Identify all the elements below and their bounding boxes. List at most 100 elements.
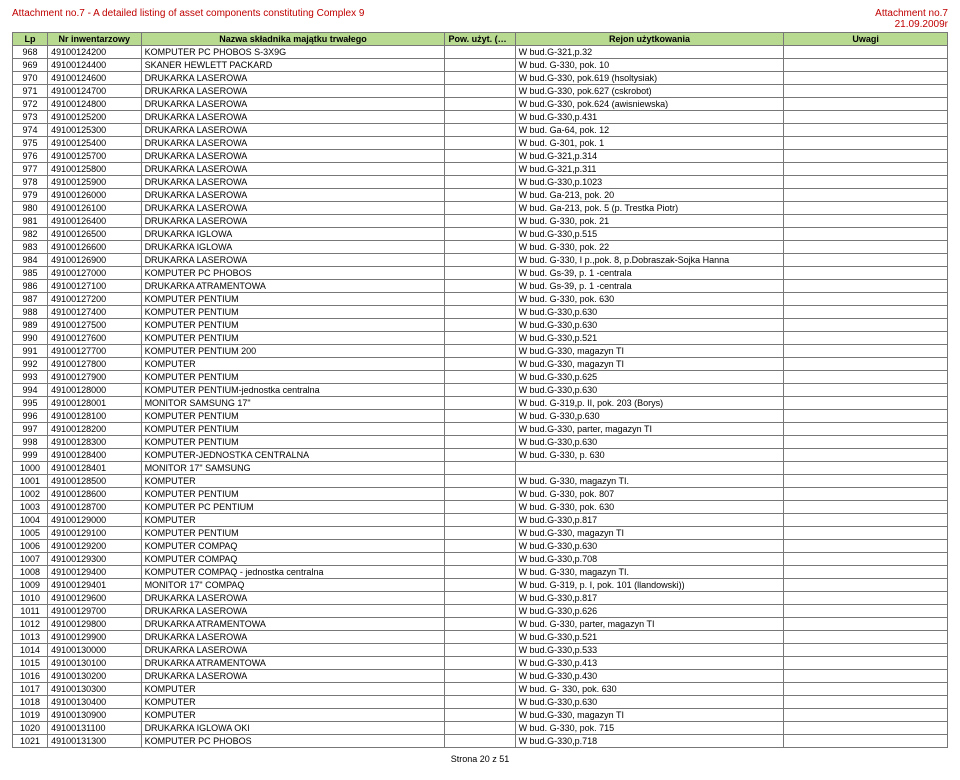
cell-name: MONITOR SAMSUNG 17" [141,397,445,410]
cell-uwagi [784,475,948,488]
table-row: 98649100127100DRUKARKA ATRAMENTOWAW bud.… [13,280,948,293]
cell-uwagi [784,319,948,332]
cell-pow [445,631,515,644]
cell-pow [445,241,515,254]
cell-name: KOMPUTER COMPAQ [141,540,445,553]
cell-rejon: W bud. G-330, I p.,pok. 8, p.Dobraszak-S… [515,254,784,267]
cell-inv: 49100127200 [48,293,142,306]
cell-inv: 49100127800 [48,358,142,371]
cell-name: KOMPUTER PENTIUM [141,332,445,345]
cell-pow [445,332,515,345]
cell-pow [445,98,515,111]
cell-uwagi [784,280,948,293]
cell-lp: 975 [13,137,48,150]
cell-rejon: W bud.G-330,p.626 [515,605,784,618]
cell-name: KOMPUTER PC PHOBOS [141,267,445,280]
cell-lp: 985 [13,267,48,280]
cell-name: KOMPUTER PENTIUM [141,319,445,332]
cell-name: DRUKARKA LASEROWA [141,189,445,202]
cell-name: DRUKARKA LASEROWA [141,72,445,85]
table-row: 97449100125300DRUKARKA LASEROWAW bud. Ga… [13,124,948,137]
cell-lp: 992 [13,358,48,371]
table-row: 100749100129300KOMPUTER COMPAQW bud.G-33… [13,553,948,566]
cell-uwagi [784,202,948,215]
cell-pow [445,618,515,631]
table-row: 98749100127200KOMPUTER PENTIUMW bud. G-3… [13,293,948,306]
cell-lp: 971 [13,85,48,98]
cell-inv: 49100130900 [48,709,142,722]
cell-rejon: W bud.G-330,p.817 [515,514,784,527]
cell-lp: 997 [13,423,48,436]
table-row: 99449100128000KOMPUTER PENTIUM-jednostka… [13,384,948,397]
cell-name: KOMPUTER PENTIUM [141,293,445,306]
cell-pow [445,371,515,384]
cell-uwagi [784,722,948,735]
cell-rejon: W bud. G-330, pok. 807 [515,488,784,501]
cell-rejon: W bud. G-330, pok. 10 [515,59,784,72]
cell-rejon: W bud.G-330, pok.619 (hsoltysiak) [515,72,784,85]
table-row: 99849100128300KOMPUTER PENTIUMW bud.G-33… [13,436,948,449]
table-row: 102049100131100DRUKARKA IGLOWA OKIW bud.… [13,722,948,735]
table-row: 101649100130200DRUKARKA LASEROWAW bud.G-… [13,670,948,683]
cell-rejon: W bud. Ga-213, pok. 5 (p. Trestka Piotr) [515,202,784,215]
cell-uwagi [784,501,948,514]
cell-lp: 1014 [13,644,48,657]
cell-uwagi [784,449,948,462]
cell-name: DRUKARKA IGLOWA [141,241,445,254]
cell-pow [445,397,515,410]
cell-uwagi [784,215,948,228]
cell-name: KOMPUTER PENTIUM [141,423,445,436]
cell-pow [445,137,515,150]
cell-rejon: W bud.G-330,p.430 [515,670,784,683]
cell-pow [445,670,515,683]
cell-pow [445,423,515,436]
table-row: 100949100129401MONITOR 17" COMPAQW bud. … [13,579,948,592]
table-row: 101949100130900KOMPUTERW bud.G-330, maga… [13,709,948,722]
cell-uwagi [784,436,948,449]
cell-rejon: W bud.G-330,p.521 [515,332,784,345]
table-row: 101049100129600DRUKARKA LASEROWAW bud.G-… [13,592,948,605]
cell-uwagi [784,696,948,709]
cell-pow [445,410,515,423]
header-right: Attachment no.7 21.09.2009r [875,8,948,30]
cell-lp: 977 [13,163,48,176]
cell-name: KOMPUTER [141,709,445,722]
cell-uwagi [784,644,948,657]
cell-lp: 1001 [13,475,48,488]
cell-lp: 1018 [13,696,48,709]
cell-lp: 995 [13,397,48,410]
cell-name: DRUKARKA LASEROWA [141,85,445,98]
cell-lp: 1008 [13,566,48,579]
cell-name: DRUKARKA LASEROWA [141,137,445,150]
cell-rejon: W bud. G-301, pok. 1 [515,137,784,150]
cell-uwagi [784,488,948,501]
cell-inv: 49100128600 [48,488,142,501]
cell-rejon: W bud.G-330, magazyn TI [515,709,784,722]
col-lp: Lp [13,33,48,46]
cell-uwagi [784,124,948,137]
cell-lp: 974 [13,124,48,137]
table-row: 99649100128100KOMPUTER PENTIUMW bud. G-3… [13,410,948,423]
cell-rejon: W bud.G-321,p.311 [515,163,784,176]
cell-lp: 1012 [13,618,48,631]
cell-name: DRUKARKA LASEROWA [141,98,445,111]
cell-rejon: W bud.G-330,p.630 [515,540,784,553]
cell-name: DRUKARKA IGLOWA OKI [141,722,445,735]
cell-pow [445,592,515,605]
cell-uwagi [784,137,948,150]
cell-lp: 1000 [13,462,48,475]
cell-inv: 49100125900 [48,176,142,189]
cell-uwagi [784,566,948,579]
cell-pow [445,696,515,709]
cell-pow [445,345,515,358]
cell-lp: 1007 [13,553,48,566]
cell-lp: 1020 [13,722,48,735]
table-row: 98049100126100DRUKARKA LASEROWAW bud. Ga… [13,202,948,215]
table-body: 96849100124200KOMPUTER PC PHOBOS S-3X9GW… [13,46,948,748]
page-header: Attachment no.7 - A detailed listing of … [12,8,948,30]
cell-rejon: W bud. G-330, magazyn TI. [515,566,784,579]
cell-uwagi [784,423,948,436]
cell-pow [445,540,515,553]
cell-lp: 981 [13,215,48,228]
cell-lp: 1009 [13,579,48,592]
